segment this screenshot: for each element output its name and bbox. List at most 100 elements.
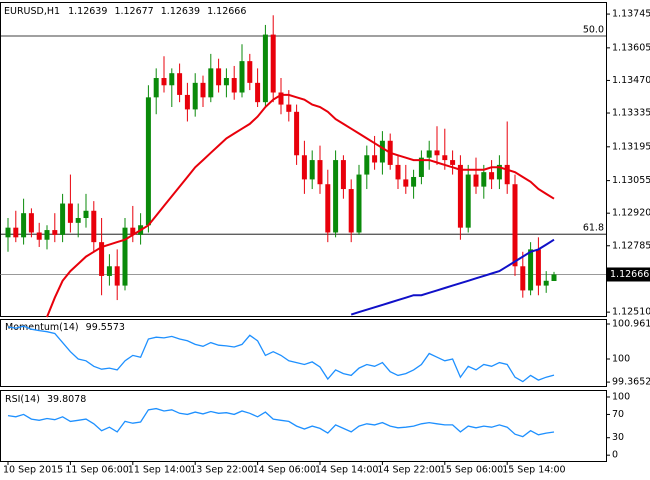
indicator-line <box>46 93 555 318</box>
fib-label: 61.8 <box>583 223 604 234</box>
candle-body <box>153 78 159 98</box>
candle-body <box>36 232 42 240</box>
candle-body <box>231 78 237 93</box>
candle-body <box>294 111 300 156</box>
candle-body <box>169 73 175 86</box>
candle-body <box>434 150 440 156</box>
candle-body <box>411 176 417 187</box>
candle-body <box>403 179 409 187</box>
indicator-line <box>350 238 555 316</box>
y-tick-label: 99.3652 <box>612 377 650 388</box>
candle-body <box>200 82 206 98</box>
candle-body <box>473 174 479 187</box>
candle-body <box>481 172 487 187</box>
candle-body <box>216 68 222 86</box>
x-tick-label: 14 Sep 14:00 <box>315 465 378 476</box>
candle-body <box>208 68 214 98</box>
candle-body <box>278 92 284 105</box>
candle-body <box>99 242 105 276</box>
indicator-name: Momentum(14) <box>5 322 79 333</box>
indicator-name: RSI(14) <box>5 394 40 405</box>
candle-body <box>325 184 331 233</box>
candle-body <box>239 61 245 93</box>
x-tick-label: 13 Sep 22:00 <box>190 465 253 476</box>
candle-body <box>520 266 526 291</box>
candle-body <box>13 227 19 238</box>
y-tick-label: 1.12510 <box>612 307 650 318</box>
x-tick-label: 10 Sep 2015 <box>3 465 63 476</box>
symbol: EURUSD,H1 <box>4 6 60 17</box>
candle-body <box>67 203 73 223</box>
candle-body <box>161 78 167 86</box>
y-tick-label: 30 <box>612 432 624 443</box>
rsi-header: RSI(14) 39.8078 <box>5 394 86 405</box>
header-low: 1.12639 <box>161 6 200 17</box>
y-tick-label: 0 <box>612 450 618 461</box>
chart-header: EURUSD,H1 1.12639 1.12677 1.12639 1.1266… <box>4 6 246 17</box>
candle-body <box>333 160 339 233</box>
candle-body <box>348 189 354 233</box>
candle-body <box>130 227 136 235</box>
candle-body <box>528 249 534 291</box>
candle-body <box>52 230 58 235</box>
momentum-header: Momentum(14) 99.5573 <box>5 322 125 333</box>
x-tick-label: 14 Sep 06:00 <box>253 465 316 476</box>
candle-body <box>247 61 253 83</box>
y-tick-label: 1.13195 <box>612 141 650 152</box>
x-tick-label: 14 Sep 22:00 <box>377 465 440 476</box>
candle-body <box>489 172 495 180</box>
y-tick-label: 1.12920 <box>612 208 650 219</box>
candle-body <box>551 274 557 282</box>
y-tick-label: 100 <box>612 391 630 402</box>
y-tick-label: 1.13745 <box>612 9 650 20</box>
candle-body <box>114 266 120 286</box>
candle-body <box>44 230 50 240</box>
candle-body <box>301 155 307 180</box>
candle-body <box>379 140 385 163</box>
price-label: 1.12666 <box>610 269 649 280</box>
x-tick-label: 11 Sep 06:00 <box>65 465 128 476</box>
candle-body <box>184 94 190 110</box>
candle-body <box>372 155 378 163</box>
fib-label: 50.0 <box>583 25 604 36</box>
candle-body <box>442 155 448 161</box>
candle-body <box>465 174 471 228</box>
candle-body <box>418 157 424 177</box>
y-tick-label: 1.13470 <box>612 75 650 86</box>
candle-body <box>255 82 261 103</box>
candle-body <box>5 227 11 238</box>
candle-body <box>535 249 541 286</box>
header-high: 1.12677 <box>114 6 153 17</box>
x-tick-label: 11 Sep 14:00 <box>128 465 191 476</box>
price-box <box>607 267 650 282</box>
x-tick-label: 15 Sep 14:00 <box>502 465 565 476</box>
candle-body <box>177 73 183 95</box>
header-open: 1.12639 <box>68 6 107 17</box>
candle-body <box>364 155 370 175</box>
candle-body <box>543 280 549 286</box>
candle-body <box>145 97 151 226</box>
y-tick-label: 70 <box>612 409 624 420</box>
candle-body <box>340 160 346 190</box>
candle-body <box>223 78 229 86</box>
y-tick-label: 1.13335 <box>612 108 650 119</box>
candle-body <box>60 203 66 235</box>
candle-body <box>504 164 510 185</box>
price-panel <box>0 2 607 317</box>
candle-body <box>426 150 432 158</box>
candle-body <box>192 82 198 110</box>
candle-body <box>270 34 276 93</box>
y-tick-label: 100 <box>612 353 630 364</box>
candle-body <box>286 104 292 112</box>
y-tick-label: 1.13605 <box>612 42 650 53</box>
y-tick-label: 1.12785 <box>612 240 650 251</box>
indicator-value: 39.8078 <box>47 394 86 405</box>
candle-body <box>395 164 401 180</box>
candle-body <box>512 184 518 267</box>
candle-body <box>317 160 323 185</box>
candle-body <box>91 210 97 243</box>
candle-body <box>450 160 456 165</box>
candle-body <box>496 164 502 180</box>
candle-body <box>28 213 34 233</box>
